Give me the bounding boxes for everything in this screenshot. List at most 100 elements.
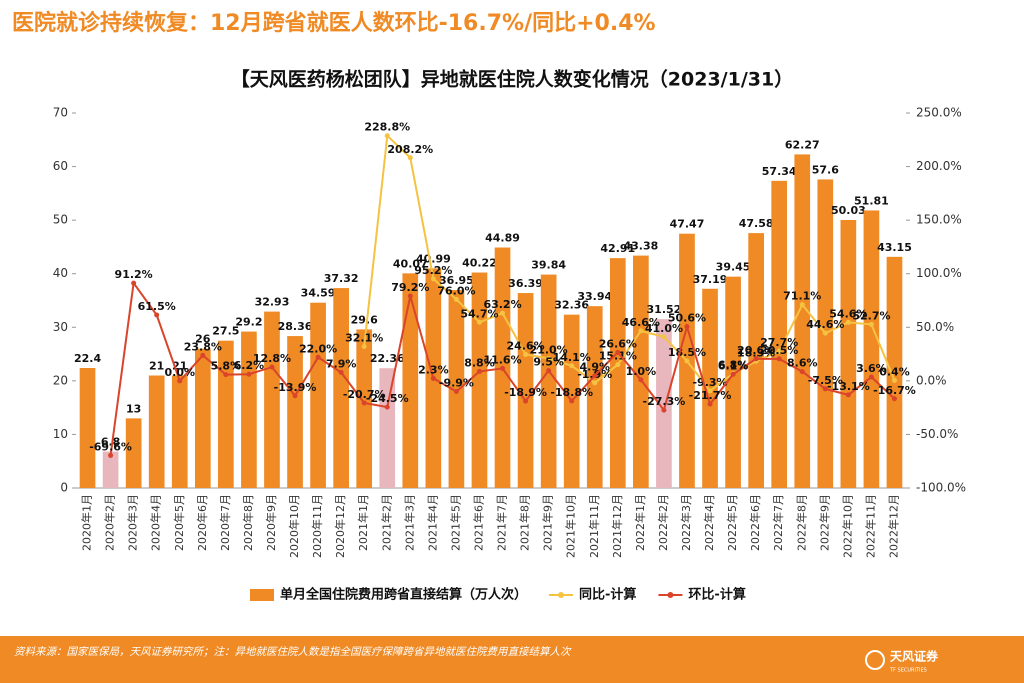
y-tick-label: 40 [53,266,68,280]
bar-label: 37.19 [693,273,728,286]
x-tick-label: 2021年4月 [425,494,439,551]
line-marker [476,368,482,374]
line-marker [407,293,413,299]
bar-label: 31.52 [647,303,682,316]
slide-title: 医院就诊持续恢复：12月跨省就医人数环比-16.7%/同比+0.4% [12,10,656,36]
logo-sub: TF SECURITIES [889,668,927,674]
bar-label: 32.93 [255,296,290,309]
y-tick-label: 60 [53,159,68,173]
bar [471,272,488,488]
x-tick-label: 2022年4月 [702,494,716,551]
x-tick-label: 2020年6月 [195,494,209,551]
bar-label: 21 [149,360,164,373]
bar-label: 37.32 [324,272,359,285]
line-label: 26.6% [599,337,637,350]
line-marker [154,312,160,318]
bar-label: 57.34 [762,165,797,178]
legend-marker [558,592,565,598]
line-label: 228.8% [364,121,410,134]
line-label: 44.6% [806,318,844,331]
y2-tick-label: 0.0% [916,373,947,387]
line-label: 95.2% [414,264,452,277]
line-marker [592,380,598,386]
line-marker [799,369,805,375]
bar [633,255,649,488]
line-marker [615,349,621,355]
x-tick-label: 2021年9月 [541,494,555,551]
y2-tick-label: 200.0% [916,159,962,173]
bar-label: 36.39 [508,277,543,290]
bar [402,273,419,488]
line-label: 12.8% [253,352,291,365]
line-label: 41.0% [645,322,683,335]
line-label: -9.9% [439,376,474,389]
line-marker [845,392,851,398]
bar-label: 29.6 [351,313,378,326]
line-marker [384,133,390,139]
logo-icon [865,650,885,670]
x-tick-label: 2020年10月 [287,494,301,558]
line-marker [822,330,828,336]
y2-tick-label: 150.0% [916,213,962,227]
bar [517,293,534,488]
bar [194,348,211,488]
line-label: -24.5% [366,392,409,405]
x-tick-label: 2020年4月 [149,494,163,551]
bar-label: 26 [195,333,211,346]
bar-label: 6.8 [101,436,121,449]
bar [171,375,188,488]
line-label: 0.0% [164,366,195,379]
x-tick-label: 2022年10月 [840,494,854,558]
y-tick-label: 70 [53,106,68,120]
bar-label: 50.03 [831,204,866,217]
x-tick-label: 2021年6月 [471,494,485,551]
line-marker [338,369,344,375]
line-marker [868,321,874,327]
y-tick-label: 30 [53,320,68,334]
bar [218,340,234,488]
bar-label: 43.38 [623,240,658,253]
line-marker [177,378,183,384]
bar-label: 42.91 [600,242,635,255]
line-label: 24.6% [506,340,544,353]
bar-label: 29.2 [235,316,262,329]
line-marker [822,386,828,392]
line-label: -18.8% [550,386,593,399]
bar-label: 47.47 [670,218,705,231]
x-tick-label: 2022年11月 [863,494,877,558]
line-label: 79.2% [391,281,429,294]
bar [886,256,903,488]
bar [725,276,741,488]
x-tick-label: 2022年1月 [633,494,647,551]
bar-label: 34.59 [301,287,336,300]
line-marker [384,404,390,410]
x-tick-label: 2020年2月 [103,494,117,551]
bar [540,274,557,488]
x-tick-label: 2020年3月 [126,494,140,551]
x-tick-label: 2021年2月 [379,494,393,551]
bar-label: 57.6 [812,163,839,176]
line-marker [891,396,897,402]
bar-label: 62.27 [785,138,820,151]
x-tick-label: 2020年7月 [218,494,232,551]
line-label: -7.5% [808,374,843,387]
line-marker [523,352,529,357]
x-tick-label: 2020年1月 [80,494,94,551]
line-marker [684,358,690,364]
bar [609,258,626,488]
y-tick-label: 0 [60,481,68,495]
bar-label: 22.4 [74,352,101,365]
line-label: -21.7% [689,389,732,402]
x-tick-label: 2020年8月 [241,494,255,551]
line-label: 50.6% [668,312,706,325]
bar-label: 27.5 [212,325,239,338]
legend-marker [667,592,674,598]
line-label: -69.6% [89,440,132,453]
line-marker [430,375,436,381]
footer-source: 资料来源：国家医保局，天风证券研究所；注：异地就医住院人数是指全国医疗保障跨省异… [14,646,572,658]
line-label: 27.7% [760,336,798,349]
line-marker [546,355,552,361]
bar [148,375,165,488]
line-label: 4.9% [579,361,610,374]
